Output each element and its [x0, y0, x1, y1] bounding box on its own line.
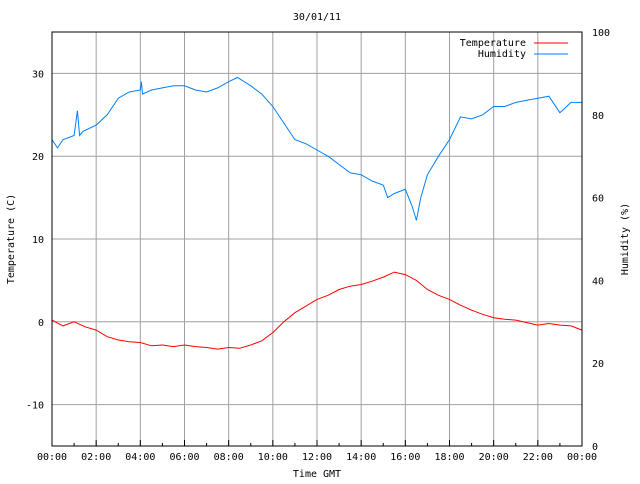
x-tick-label: 06:00 — [169, 452, 199, 463]
legend-label-humidity: Humidity — [478, 49, 526, 60]
x-tick-label: 12:00 — [302, 452, 332, 463]
y-tick-label: 0 — [38, 318, 44, 329]
y-tick-label: 20 — [32, 152, 44, 163]
x-tick-label: 14:00 — [346, 452, 376, 463]
ticks: 00:00 02:00 04:00 06:00 08:00 10:00 12:00 14:00… — [26, 28, 610, 463]
y2-tick-label: 20 — [592, 359, 604, 370]
x-tick-label: 08:00 — [214, 452, 244, 463]
grid — [52, 32, 582, 446]
x-tick-label: 02:00 — [81, 452, 111, 463]
x-tick-label: 00:00 — [567, 452, 597, 463]
series-lines — [51, 76, 583, 350]
series-line-humidity — [51, 76, 582, 221]
x-tick-label: 16:00 — [390, 452, 420, 463]
y2-tick-label: 40 — [592, 276, 604, 287]
x-tick-label: 20:00 — [479, 452, 509, 463]
y-axis-label: Temperature (C) — [6, 194, 17, 284]
x-tick-label: 04:00 — [125, 452, 155, 463]
chart-title: 30/01/11 — [293, 12, 341, 23]
series-line-temperature — [51, 271, 583, 350]
x-tick-label: 10:00 — [258, 452, 288, 463]
x-tick-label: 22:00 — [523, 452, 553, 463]
x-axis-label: Time GMT — [293, 469, 341, 480]
y2-tick-label: 100 — [592, 28, 610, 39]
y2-tick-label: 80 — [592, 111, 604, 122]
y2-tick-label: 60 — [592, 194, 604, 205]
legend-label-temperature: Temperature — [460, 38, 526, 49]
y2-axis-label: Humidity (%) — [620, 203, 631, 275]
y-tick-label: 30 — [32, 69, 44, 80]
y2-tick-label: 0 — [592, 442, 598, 453]
legend: Temperature Humidity — [460, 38, 568, 60]
x-tick-label: 00:00 — [37, 452, 67, 463]
y-tick-label: -10 — [26, 401, 44, 412]
x-tick-label: 18:00 — [434, 452, 464, 463]
y-tick-label: 10 — [32, 235, 44, 246]
